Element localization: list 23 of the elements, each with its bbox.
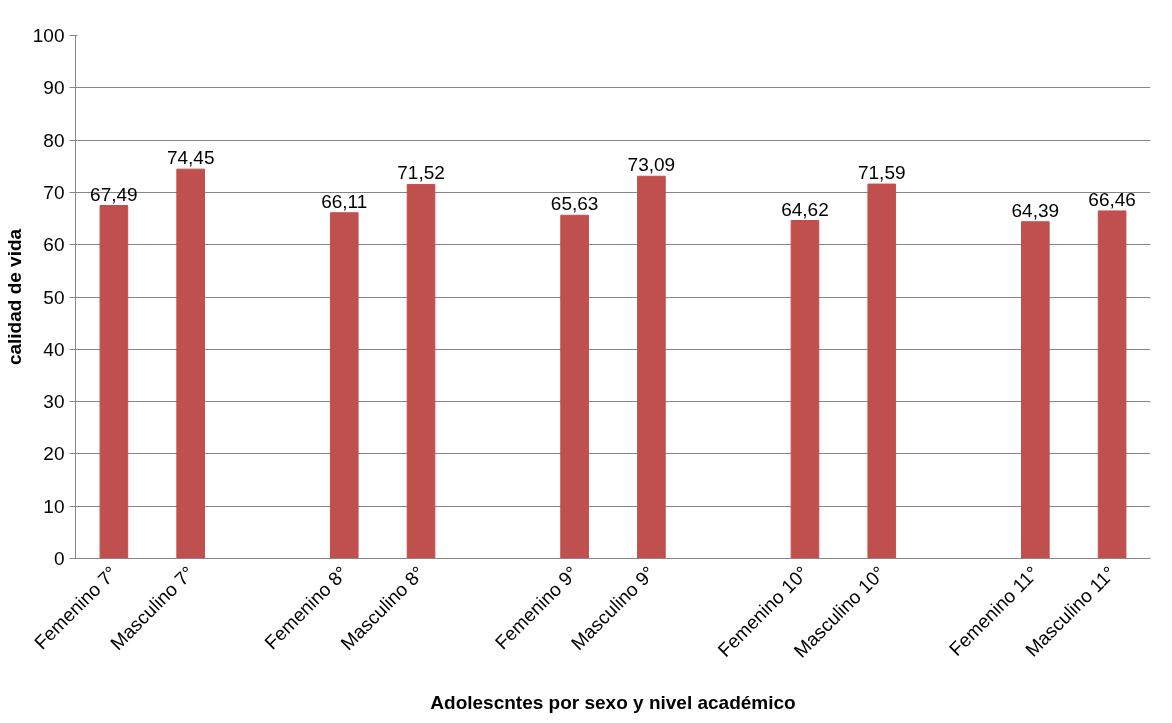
data-label: 67,49 xyxy=(90,183,138,205)
x-axis-title: Adolescntes por sexo y nivel académico xyxy=(430,691,796,713)
data-label: 74,45 xyxy=(166,147,215,169)
y-tick-label: 90 xyxy=(43,77,65,99)
y-axis-title: calidad de vida xyxy=(3,228,25,366)
data-label: 64,39 xyxy=(1011,199,1060,221)
y-tick-label: 40 xyxy=(43,338,65,360)
data-label: 64,62 xyxy=(781,198,829,220)
data-label: 71,59 xyxy=(857,162,906,184)
y-tick-label: 60 xyxy=(43,234,65,256)
y-tick-label: 80 xyxy=(43,129,65,151)
data-label: 73,09 xyxy=(627,154,676,176)
data-label: 71,52 xyxy=(397,162,445,184)
data-label: 65,63 xyxy=(550,193,599,215)
y-tick-label: 30 xyxy=(43,391,65,413)
data-label: 66,46 xyxy=(1088,188,1136,210)
y-tick-label: 70 xyxy=(43,181,65,203)
data-label: 66,11 xyxy=(321,190,368,212)
y-tick-label: 50 xyxy=(43,286,65,308)
y-tick-label: 100 xyxy=(32,25,65,46)
y-tick-label: 10 xyxy=(43,495,65,517)
y-tick-label: 0 xyxy=(53,548,65,569)
y-tick-label: 20 xyxy=(43,443,65,465)
